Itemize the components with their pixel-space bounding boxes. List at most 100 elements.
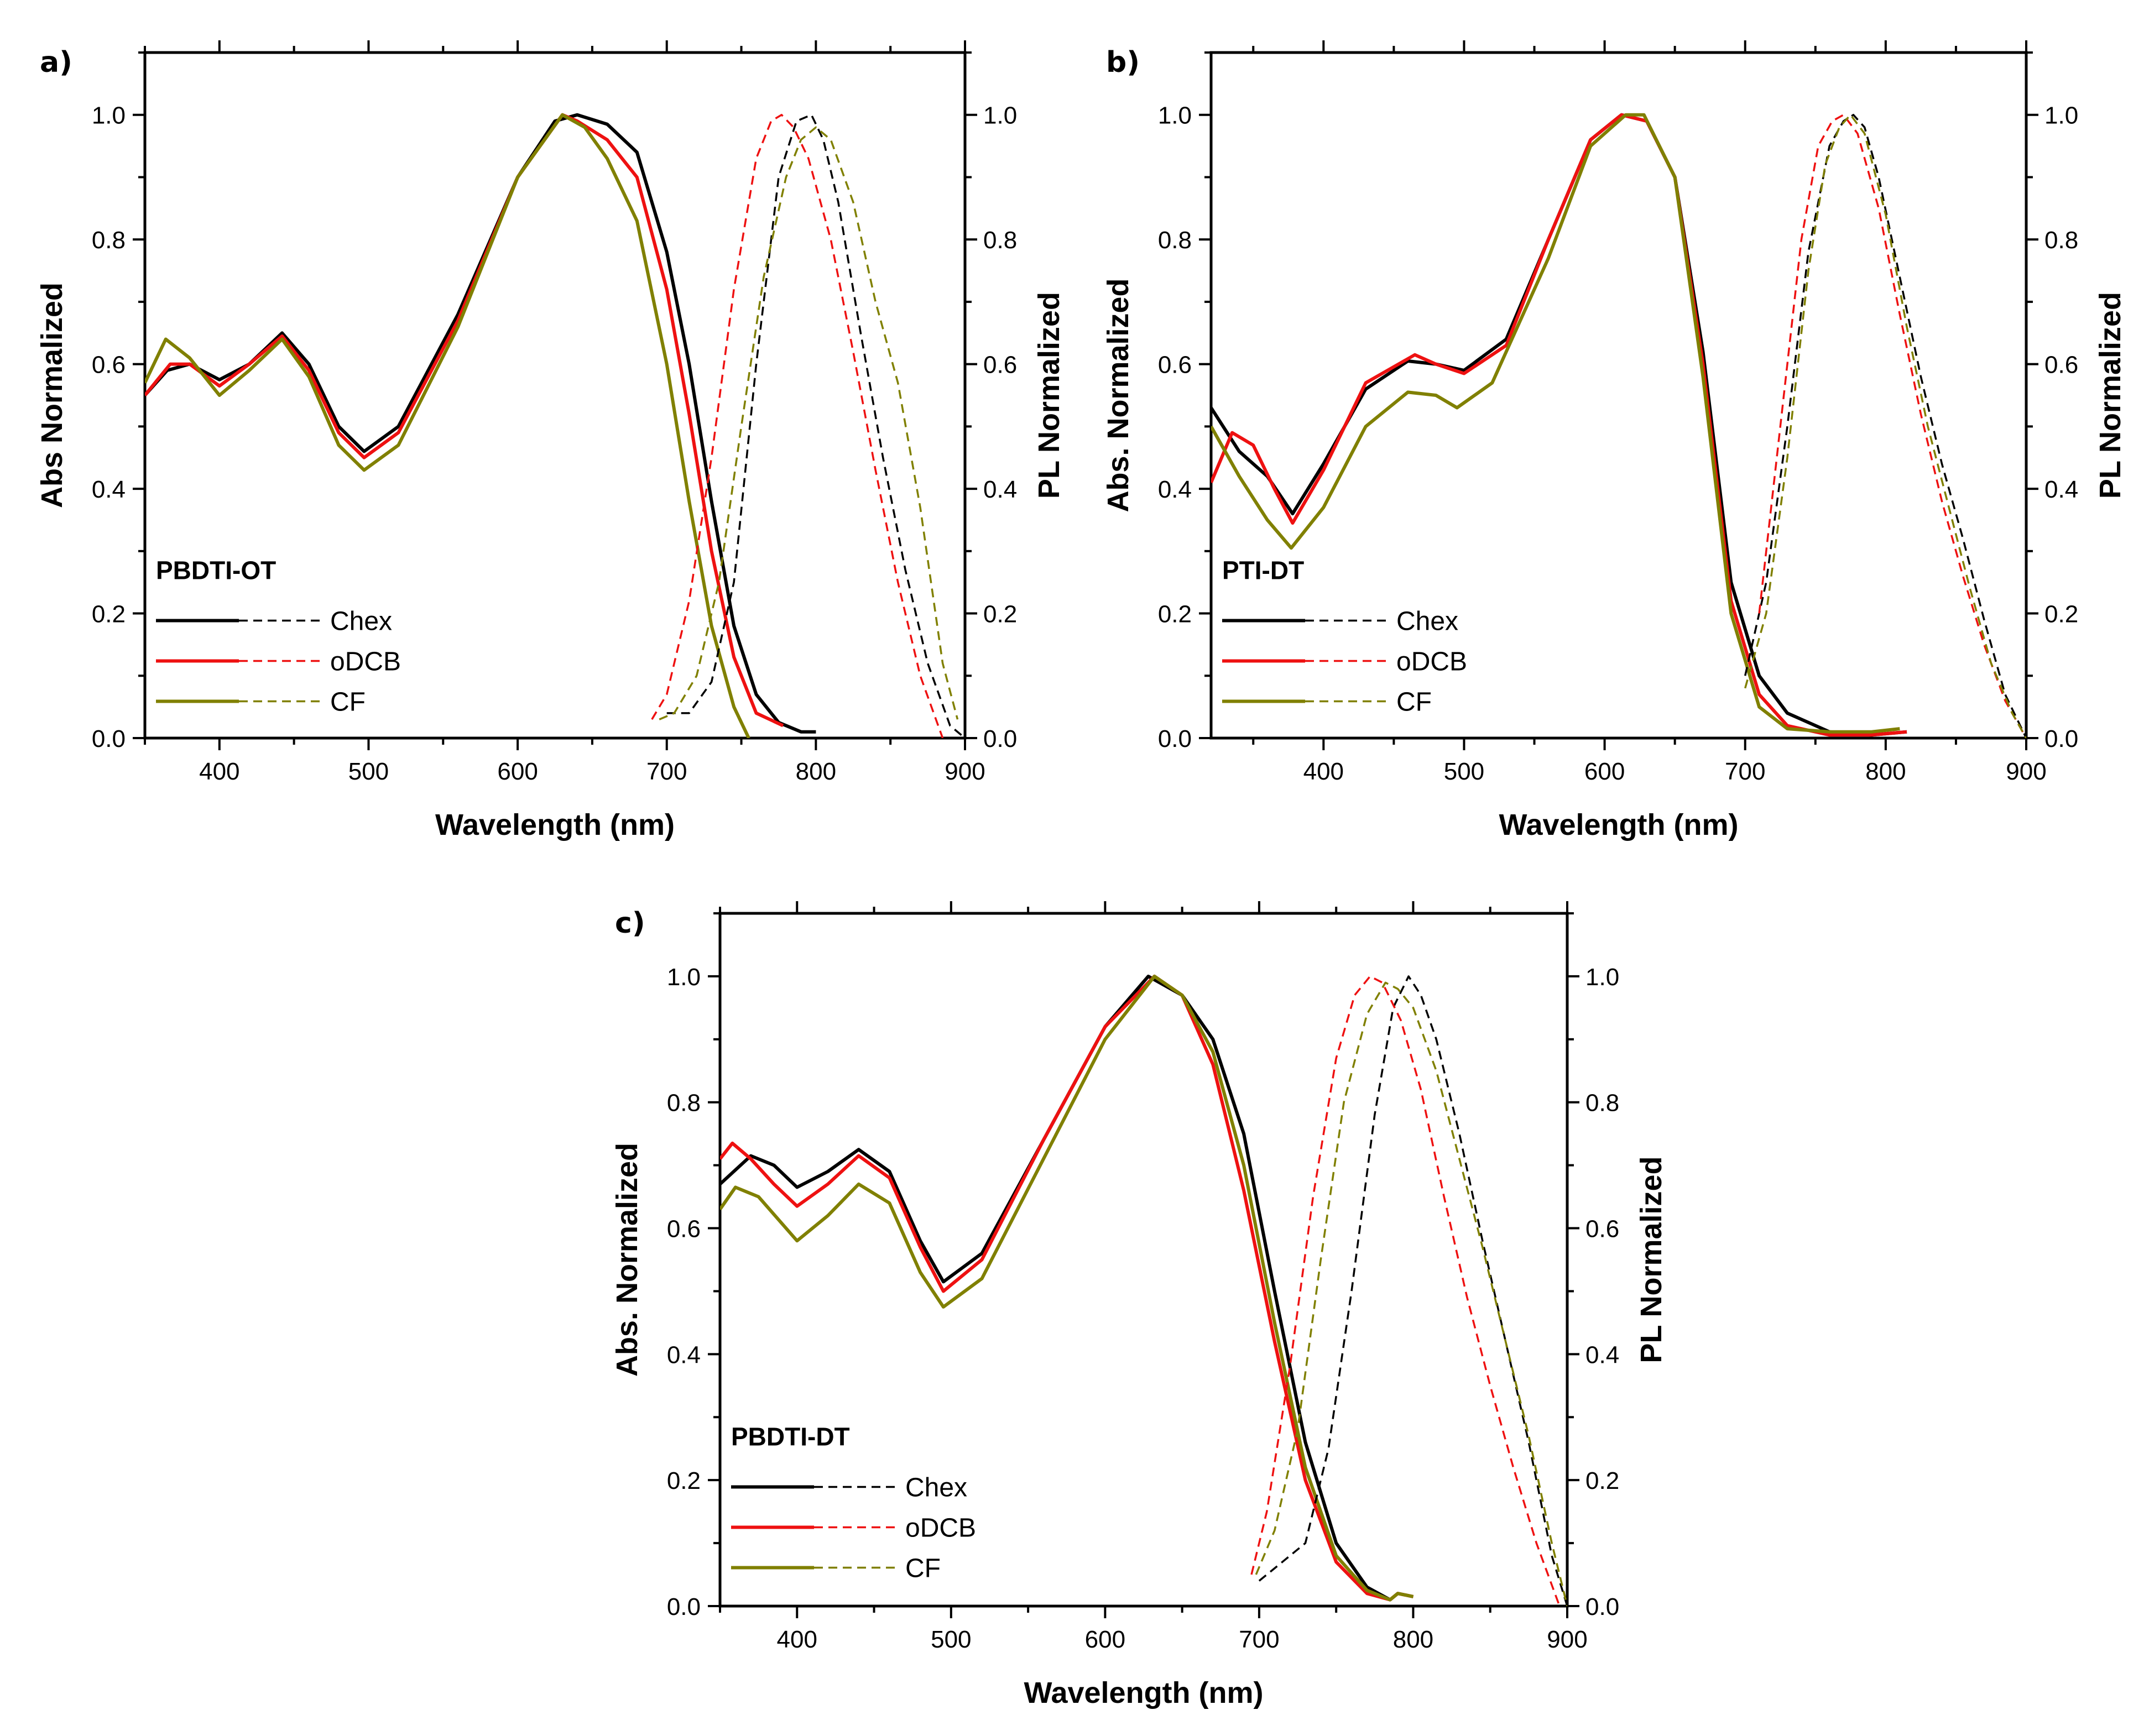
series-odcb-pl <box>1250 975 1561 1606</box>
y2-tick-label: 0.0 <box>1585 1593 1619 1620</box>
y2-tick-label: 0.6 <box>2044 352 2078 379</box>
plot-frame <box>718 912 1569 1608</box>
plot-frame <box>1209 51 2028 740</box>
series-odcb-pl <box>1758 113 2026 738</box>
y2-tick-label: 0.4 <box>1585 1341 1619 1368</box>
y-tick-label: 0.2 <box>92 601 126 628</box>
y2-tick-label: 0.6 <box>983 352 1017 379</box>
y2-axis-title: PL Normalized <box>2094 292 2127 499</box>
chart-panel-2: 400 500 600 700 800 900 0.0 0.0 0.2 0.2 0.4 0.4 0.6 0… <box>1102 40 2127 841</box>
series-chex-pl <box>1744 113 2026 738</box>
x-tick-label: 600 <box>497 758 538 785</box>
x-tick-label: 600 <box>1085 1626 1125 1653</box>
chart-panel-1: 400 500 600 700 800 900 0.0 0.0 0.2 0.2 0.4 0.4 0.6 0… <box>35 40 1066 841</box>
x-tick-label: 800 <box>1865 758 1906 785</box>
y2-tick-label: 0.4 <box>2044 476 2078 503</box>
y2-axis-title: PL Normalized <box>1032 292 1066 499</box>
y-tick-label: 0.4 <box>92 476 126 503</box>
legend-label-chex: Chex <box>330 607 392 636</box>
y-tick-label: 0.8 <box>1158 227 1192 254</box>
x-tick-label: 500 <box>1444 758 1484 785</box>
x-tick-label: 900 <box>2006 758 2046 785</box>
x-tick-label: 700 <box>1239 1626 1279 1653</box>
y-tick-label: 0.2 <box>667 1467 701 1494</box>
chart-panel-3: 400 500 600 700 800 900 0.0 0.0 0.2 0.2 0.4 0.4 0.6 0… <box>611 901 1668 1709</box>
x-tick-label: 400 <box>1303 758 1344 785</box>
y2-tick-label: 0.6 <box>1585 1216 1619 1243</box>
y-tick-label: 0.0 <box>1158 725 1192 752</box>
y-tick-label: 0.6 <box>92 352 126 379</box>
y-axis-title: Abs. Normalized <box>1102 278 1135 512</box>
x-axis-title: Wavelength (nm) <box>1499 808 1738 841</box>
y-tick-label: 1.0 <box>1158 102 1192 129</box>
x-tick-label: 600 <box>1584 758 1625 785</box>
legend-label-cf: CF <box>330 688 366 717</box>
series-odcb-abs <box>720 974 1414 1602</box>
x-tick-label: 700 <box>1725 758 1765 785</box>
x-tick-label: 500 <box>348 758 389 785</box>
x-tick-label: 900 <box>1547 1626 1587 1653</box>
y-tick-label: 0.4 <box>667 1341 701 1368</box>
y-tick-label: 0.2 <box>1158 601 1192 628</box>
legend-label-odcb: oDCB <box>905 1514 976 1543</box>
y-tick-label: 0.8 <box>667 1090 701 1117</box>
y2-tick-label: 0.8 <box>983 227 1017 254</box>
y-axis-title: Abs Normalized <box>35 283 69 508</box>
x-axis-title: Wavelength (nm) <box>1024 1676 1263 1709</box>
series-chex-pl <box>1258 975 1567 1606</box>
y-tick-label: 0.0 <box>667 1593 701 1620</box>
y-tick-label: 0.6 <box>667 1216 701 1243</box>
y2-tick-label: 0.2 <box>983 601 1017 628</box>
y-tick-label: 0.8 <box>92 227 126 254</box>
x-tick-label: 900 <box>945 758 985 785</box>
series-cf-pl <box>1255 981 1567 1606</box>
series-cf-abs <box>1211 113 1900 734</box>
x-tick-label: 800 <box>796 758 836 785</box>
y-tick-label: 0.4 <box>1158 476 1192 503</box>
legend-label-cf: CF <box>905 1554 941 1583</box>
x-tick-label: 700 <box>646 758 687 785</box>
plot-frame <box>143 51 967 740</box>
series-odcb-pl <box>651 113 944 738</box>
x-tick-label: 400 <box>777 1626 817 1653</box>
legend-label-chex: Chex <box>1396 607 1458 636</box>
series-cf-abs <box>720 974 1414 1602</box>
panel-label: c) <box>615 907 645 940</box>
y2-tick-label: 0.2 <box>1585 1467 1619 1494</box>
legend-label-chex: Chex <box>905 1473 967 1503</box>
series-odcb-abs <box>145 113 784 728</box>
legend-label-cf: CF <box>1396 688 1432 717</box>
y2-tick-label: 0.0 <box>2044 725 2078 752</box>
x-axis-title: Wavelength (nm) <box>435 808 675 841</box>
legend-title: PTI-DT <box>1222 556 1304 585</box>
y2-tick-label: 0.4 <box>983 476 1017 503</box>
series-cf-pl <box>659 126 959 720</box>
series-cf-abs <box>145 113 750 738</box>
y-axis-title: Abs. Normalized <box>611 1143 644 1377</box>
series-chex-pl <box>666 113 965 738</box>
legend-label-odcb: oDCB <box>330 647 401 677</box>
y-tick-label: 1.0 <box>667 964 701 991</box>
series-cf-pl <box>1744 113 2026 738</box>
legend-title: PBDTI-DT <box>731 1423 850 1451</box>
series-odcb-abs <box>1211 113 1907 737</box>
y2-tick-label: 1.0 <box>1585 964 1619 991</box>
series-chex-abs <box>720 974 1414 1602</box>
x-tick-label: 400 <box>199 758 239 785</box>
panel-label: b) <box>1106 46 1140 79</box>
panel-label: a) <box>40 46 72 79</box>
y-tick-label: 0.0 <box>92 725 126 752</box>
x-tick-label: 800 <box>1393 1626 1433 1653</box>
y-tick-label: 1.0 <box>92 102 126 129</box>
y-tick-label: 0.6 <box>1158 352 1192 379</box>
y2-tick-label: 1.0 <box>983 102 1017 129</box>
x-tick-label: 500 <box>931 1626 971 1653</box>
series-chex-abs <box>1211 113 1907 737</box>
y2-tick-label: 0.0 <box>983 725 1017 752</box>
y2-tick-label: 0.8 <box>2044 227 2078 254</box>
y2-tick-label: 1.0 <box>2044 102 2078 129</box>
legend-label-odcb: oDCB <box>1396 647 1467 677</box>
y2-tick-label: 0.2 <box>2044 601 2078 628</box>
legend-title: PBDTI-OT <box>156 556 276 585</box>
